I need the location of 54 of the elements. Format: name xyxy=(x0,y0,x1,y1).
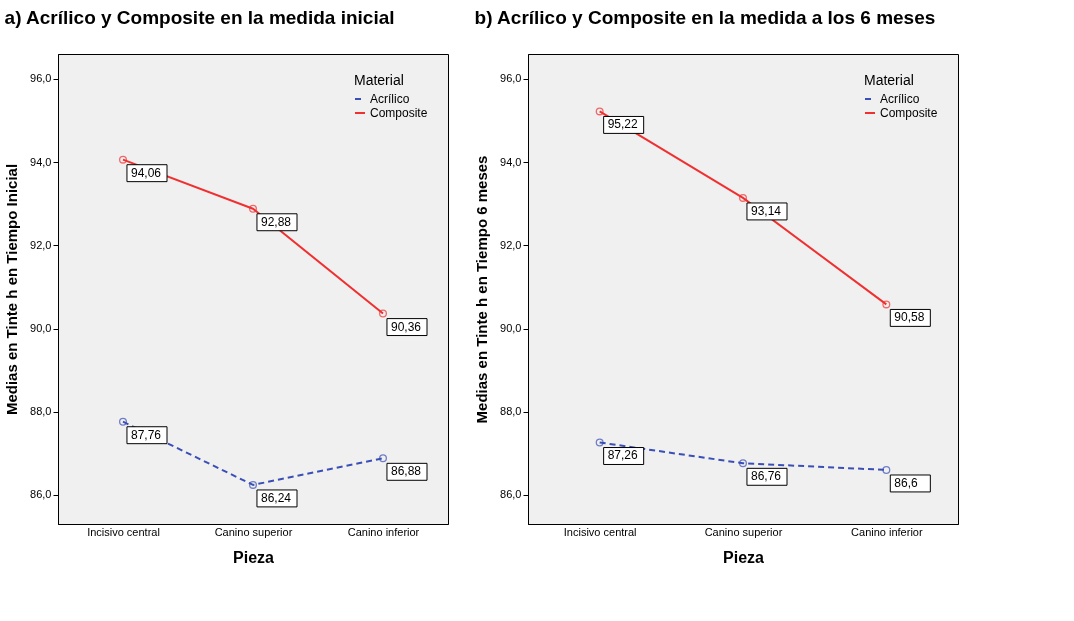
chart-title: b) Acrílico y Composite en la medida a los 6 meses xyxy=(474,7,936,28)
x-tick-label: Canino inferior xyxy=(851,525,923,538)
data-label: 95,22 xyxy=(607,117,639,132)
x-axis-title: Pieza xyxy=(723,548,765,566)
y-tick-label: 86,0 xyxy=(500,488,522,501)
legend-title: Material xyxy=(864,72,914,88)
data-label: 87,26 xyxy=(607,448,639,463)
point xyxy=(119,417,127,426)
x-tick-label: Canino inferior xyxy=(347,525,420,538)
data-label: 94,06 xyxy=(131,165,162,180)
y-tick-label: 94,0 xyxy=(30,155,52,168)
legend-label: Composite xyxy=(880,106,938,120)
y-tick-label: 94,0 xyxy=(500,155,522,168)
point xyxy=(249,204,257,213)
data-label: 92,88 xyxy=(261,214,292,229)
y-tick-label: 92,0 xyxy=(30,238,52,251)
x-tick-label: Canino superior xyxy=(704,525,783,538)
data-label: 86,88 xyxy=(391,464,422,479)
y-tick-label: 88,0 xyxy=(500,405,522,418)
legend-title: Material xyxy=(354,72,404,88)
point xyxy=(882,300,891,309)
data-label: 93,14 xyxy=(751,203,782,218)
y-tick-label: 88,0 xyxy=(30,405,52,418)
data-label: 87,76 xyxy=(131,427,162,442)
x-tick-label: Incisivo central xyxy=(87,525,160,538)
point xyxy=(739,459,747,468)
y-tick-label: 96,0 xyxy=(30,72,52,85)
data-label: 90,58 xyxy=(894,310,925,325)
point xyxy=(595,438,604,447)
data-label: 86,6 xyxy=(894,475,919,490)
y-tick-label: 86,0 xyxy=(30,488,52,501)
x-tick-label: Canino superior xyxy=(214,525,293,538)
data-label: 86,76 xyxy=(751,469,782,484)
legend-label: Acrílico xyxy=(880,92,920,106)
y-tick-label: 90,0 xyxy=(30,322,52,335)
legend-label: Acrílico xyxy=(370,92,410,106)
data-label: 90,36 xyxy=(391,319,422,334)
x-axis-title: Pieza xyxy=(233,548,275,566)
data-label: 86,24 xyxy=(261,490,292,505)
y-axis-title: Medias en Tinte h en Tiempo 6 meses xyxy=(473,155,491,424)
y-axis-title: Medias en Tinte h en Tiempo Inicial xyxy=(3,163,21,416)
point xyxy=(379,309,387,318)
point xyxy=(379,454,387,463)
point xyxy=(739,193,747,202)
point xyxy=(249,480,257,489)
x-tick-label: Incisivo central xyxy=(563,525,637,538)
y-tick-label: 96,0 xyxy=(500,72,522,85)
point xyxy=(595,107,604,116)
legend-label: Composite xyxy=(370,106,428,120)
y-tick-label: 92,0 xyxy=(500,238,522,251)
point xyxy=(119,155,127,164)
chart-title: a) Acrílico y Composite en la medida inicial xyxy=(4,7,395,28)
y-tick-label: 90,0 xyxy=(500,322,522,335)
point xyxy=(882,465,891,474)
